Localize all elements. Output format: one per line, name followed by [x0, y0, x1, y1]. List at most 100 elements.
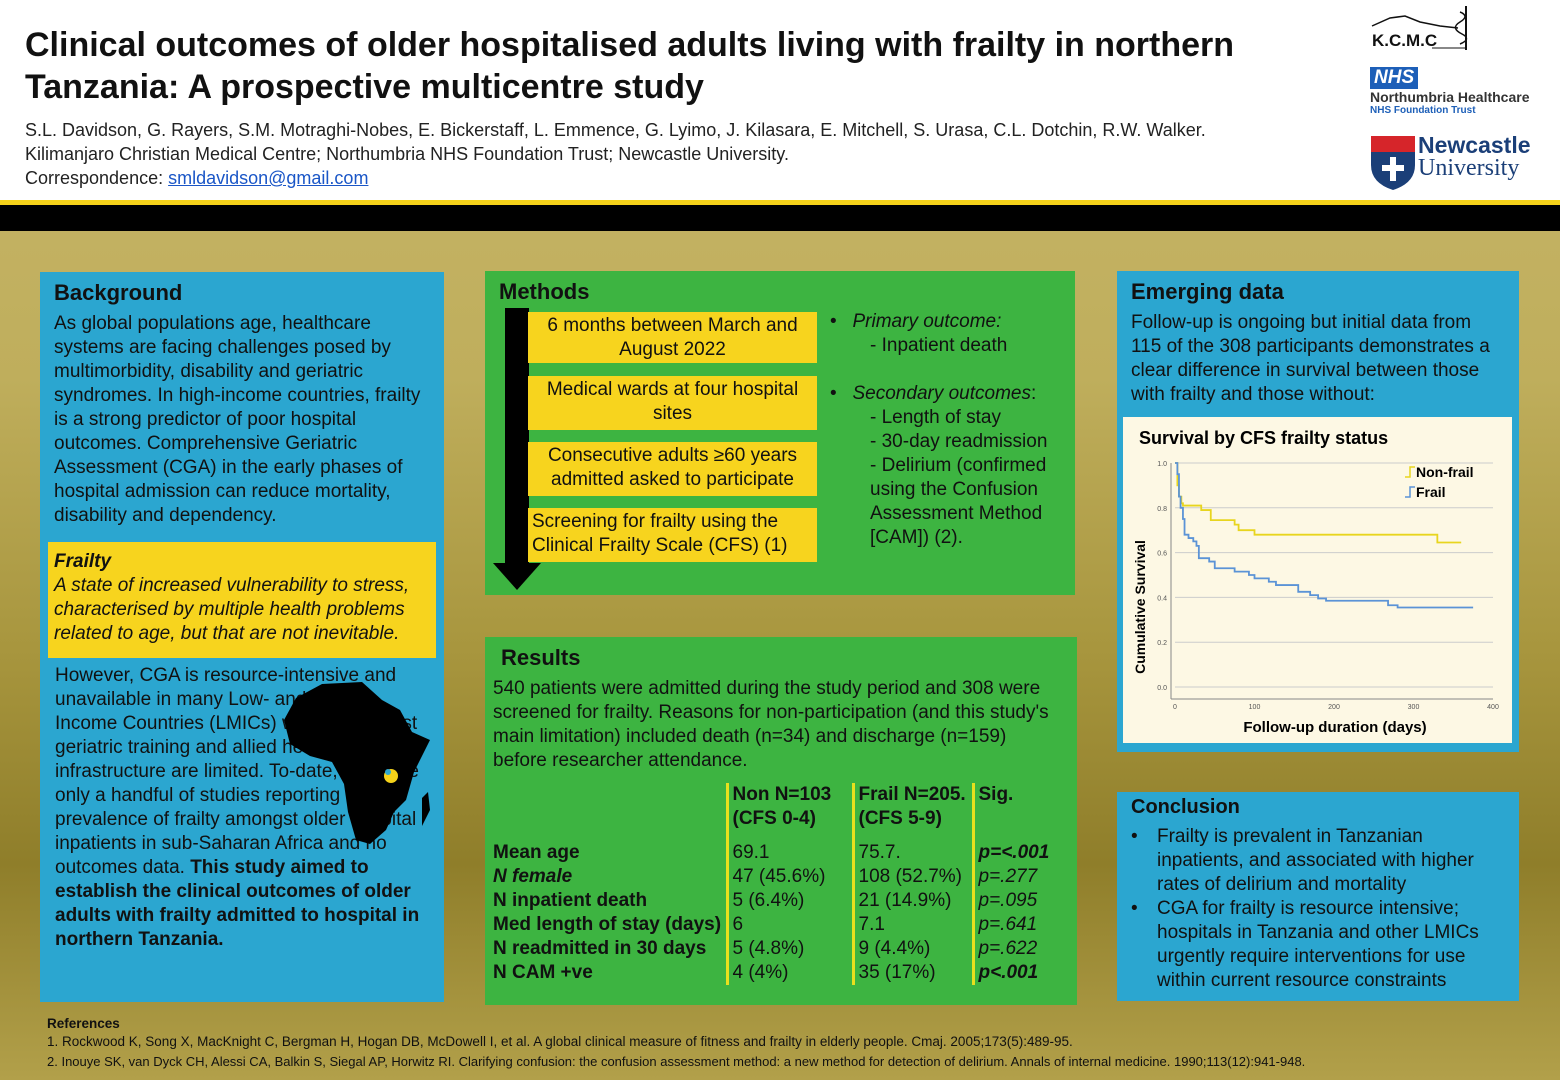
table-row: N readmitted in 30 days 5 (4.8%) 9 (4.4%) p… [489, 937, 1069, 961]
table-header-row: Non N=103 (CFS 0-4) Frail N=205. (CFS 5-… [489, 783, 1069, 831]
cell: p=.622 [971, 937, 1069, 961]
nhs-badge: NHS [1370, 67, 1419, 89]
table-row: Mean age 69.1 75.7. p=<.001 [489, 841, 1069, 865]
cell: 6 [725, 913, 853, 937]
frailty-definition-box: Frailty A state of increased vulnerabili… [48, 542, 436, 658]
cell: p=.095 [971, 889, 1069, 913]
row-label: N inpatient death [493, 890, 648, 911]
emerging-text: Follow-up is ongoing but initial data fr… [1131, 312, 1490, 405]
divider-black [0, 205, 1560, 231]
column-header: Frail N=205. (CFS 5-9) [851, 783, 973, 831]
cell: 5 (6.4%) [725, 889, 853, 913]
chart-title: Survival by CFS frailty status [1139, 428, 1388, 448]
secondary-outcome-label: Secondary outcomes [852, 383, 1032, 404]
row-label: Mean age [493, 842, 580, 863]
cell: 21 (14.9%) [851, 889, 973, 913]
series-line-frail [1175, 462, 1474, 609]
y-tick-label: 0.2 [1157, 640, 1167, 647]
results-text: 540 patients were admitted during the st… [493, 678, 1049, 771]
table-row: Med length of stay (days) 6 7.1 p=.641 [489, 913, 1069, 937]
conclusion-text: CGA for frailty is resource intensive; h… [1157, 898, 1479, 991]
reference-item: 2. Inouye SK, van Dyck CH, Alessi CA, Ba… [47, 1054, 1306, 1069]
correspondence-label: Correspondence: [25, 168, 169, 188]
cell: 69.1 [725, 841, 853, 865]
y-tick-label: 0.4 [1157, 595, 1167, 602]
cell: p=.641 [971, 913, 1069, 937]
x-axis-label: Follow-up duration (days) [1243, 719, 1426, 736]
kcmc-logo: K.C.M.C [1370, 4, 1480, 52]
kcmc-mountain-icon [1371, 6, 1468, 50]
method-step-3: Consecutive adults ≥60 years admitted as… [528, 442, 817, 496]
northumbria-text: Northumbria Healthcare [1370, 89, 1530, 105]
frailty-heading: Frailty [54, 551, 112, 572]
x-tick-label: 0 [1173, 704, 1177, 711]
row-label: N CAM +ve [493, 962, 593, 983]
y-tick-label: 0.6 [1157, 551, 1167, 558]
outcomes-list: • Primary outcome: - Inpatient death • S… [830, 310, 1070, 550]
conclusion-item: • CGA for frailty is resource intensive; … [1131, 897, 1505, 993]
y-tick-label: 0.0 [1157, 685, 1167, 692]
x-tick-label: 200 [1328, 704, 1340, 711]
background-panel: Background As global populations age, he… [40, 272, 444, 1002]
x-tick-label: 300 [1408, 704, 1420, 711]
x-tick-label: 400 [1487, 704, 1499, 711]
cell: p=.277 [971, 865, 1069, 889]
divider-yellow [0, 200, 1560, 205]
authors-block: S.L. Davidson, G. Rayers, S.M. Motraghi-… [25, 118, 1206, 190]
method-step-2: Medical wards at four hospital sites [528, 376, 817, 430]
cell: 108 (52.7%) [851, 865, 973, 889]
cell: p<.001 [971, 961, 1069, 985]
university-text: University [1418, 155, 1520, 181]
table-row: N female 47 (45.6%) 108 (52.7%) p=.277 [489, 865, 1069, 889]
secondary-outcome: - Length of stay [870, 407, 1001, 428]
legend-swatch [1405, 466, 1415, 478]
y-tick-label: 1.0 [1157, 461, 1167, 468]
nhs-trust-text: NHS Foundation Trust [1370, 105, 1476, 116]
primary-outcome: - Inpatient death [870, 335, 1008, 356]
references: References 1. Rockwood K, Song X, MacKni… [47, 1016, 1547, 1072]
table-row: N inpatient death 5 (6.4%) 21 (14.9%) p=.09… [489, 889, 1069, 913]
cell: 47 (45.6%) [725, 865, 853, 889]
column-header: Non N=103 (CFS 0-4) [725, 783, 853, 831]
secondary-outcome: - 30-day readmission [870, 431, 1048, 452]
results-table: Non N=103 (CFS 0-4) Frail N=205. (CFS 5-… [489, 783, 1069, 985]
correspondence: Correspondence: smldavidson@gmail.com [25, 166, 1206, 190]
column-header: Sig. [971, 783, 1069, 831]
newcastle-shield-icon [1371, 136, 1415, 190]
header: Clinical outcomes of older hospitalised … [0, 0, 1560, 200]
reference-item: 1. Rockwood K, Song X, MacKnight C, Berg… [47, 1034, 1073, 1049]
results-heading: Results [501, 645, 581, 670]
background-heading: Background [54, 280, 183, 305]
methods-heading: Methods [499, 279, 590, 304]
cell: 35 (17%) [851, 961, 973, 985]
emerging-heading: Emerging data [1131, 279, 1284, 304]
nhs-logo: NHS Northumbria Healthcare NHS Foundatio… [1370, 67, 1529, 116]
y-axis-label: Cumulative Survival [1132, 540, 1148, 674]
row-label: Med length of stay (days) [493, 914, 722, 935]
background-text: As global populations age, healthcare sy… [54, 313, 421, 526]
legend-label: Frail [1416, 484, 1446, 500]
conclusion-heading: Conclusion [1131, 796, 1240, 818]
cell: 9 (4.4%) [851, 937, 973, 961]
newcastle-logo: Newcastle University [1370, 132, 1550, 193]
africa-map-icon [284, 682, 430, 844]
secondary-outcome: - Delirium (confirmed using the Confusio… [870, 455, 1047, 548]
results-panel: Results 540 patients were admitted durin… [485, 637, 1077, 1005]
row-label: N female [493, 866, 573, 887]
conclusion-item: • Frailty is prevalent in Tanzanian inpat… [1131, 825, 1505, 897]
cell: 4 (4%) [725, 961, 853, 985]
conclusion-panel: Conclusion • Frailty is prevalent in Tanz… [1117, 792, 1519, 1001]
conclusion-text: Frailty is prevalent in Tanzanian inpati… [1157, 826, 1474, 895]
study-aim: This study aimed to establish the clinic… [55, 857, 420, 950]
email-link[interactable]: smldavidson@gmail.com [168, 168, 369, 188]
survival-chart: Survival by CFS frailty status 0.0 0.2 0.4… [1123, 417, 1512, 743]
method-step-4: Screening for frailty using the Clinical… [528, 508, 817, 562]
cell: p=<.001 [971, 841, 1069, 865]
legend-swatch [1405, 486, 1415, 498]
authors: S.L. Davidson, G. Rayers, S.M. Motraghi-… [25, 120, 1206, 140]
cell: 5 (4.8%) [725, 937, 853, 961]
newcastle-text: Newcastle [1418, 132, 1531, 158]
legend-label: Non-frail [1416, 464, 1474, 480]
frailty-definition: A state of increased vulnerability to st… [54, 575, 410, 644]
table-row: N CAM +ve 4 (4%) 35 (17%) p<.001 [489, 961, 1069, 985]
